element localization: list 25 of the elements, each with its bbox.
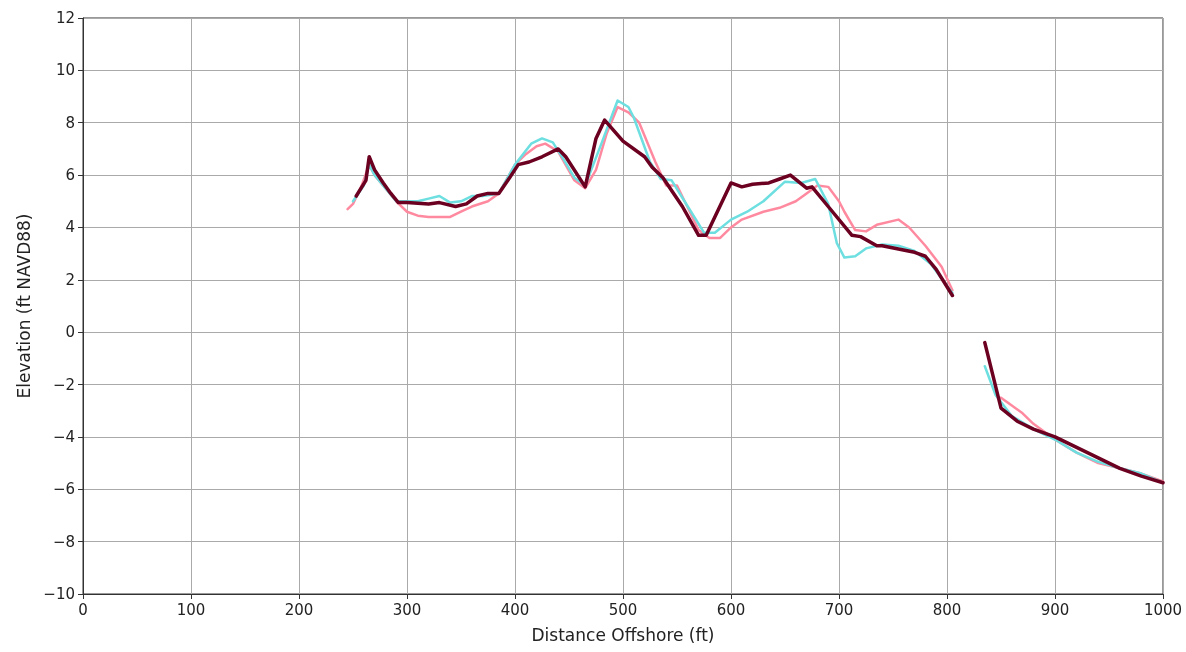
y-tick-label: 2 <box>65 270 75 289</box>
y-tick-label: −6 <box>52 480 75 499</box>
x-tick-label: 700 <box>824 600 854 619</box>
x-tick-label: 300 <box>392 600 422 619</box>
y-tick-label: −2 <box>52 375 75 394</box>
y-axis-title: Elevation (ft NAVD88) <box>13 213 34 399</box>
x-tick-label: 800 <box>932 600 962 619</box>
y-tick-label: −4 <box>52 427 75 446</box>
y-tick-label: 0 <box>65 323 75 342</box>
x-axis-title: Distance Offshore (ft) <box>531 624 715 645</box>
x-tick-label: 500 <box>608 600 638 619</box>
y-tick-label: 4 <box>65 218 75 237</box>
y-tick-label: 10 <box>55 61 75 80</box>
y-tick-label: 12 <box>55 9 75 27</box>
x-tick-label: 1000 <box>1143 600 1183 619</box>
x-tick-label: 200 <box>284 600 314 619</box>
x-tick-label: 0 <box>78 600 88 619</box>
x-tick-label: 100 <box>176 600 206 619</box>
x-tick-label: 900 <box>1040 600 1070 619</box>
y-tick-label: 6 <box>65 166 75 185</box>
x-tick-label: 400 <box>500 600 530 619</box>
y-tick-label: −10 <box>43 585 75 603</box>
x-tick-label: 600 <box>716 600 746 619</box>
y-tick-label: 8 <box>65 113 75 132</box>
y-tick-label: −8 <box>52 532 75 551</box>
